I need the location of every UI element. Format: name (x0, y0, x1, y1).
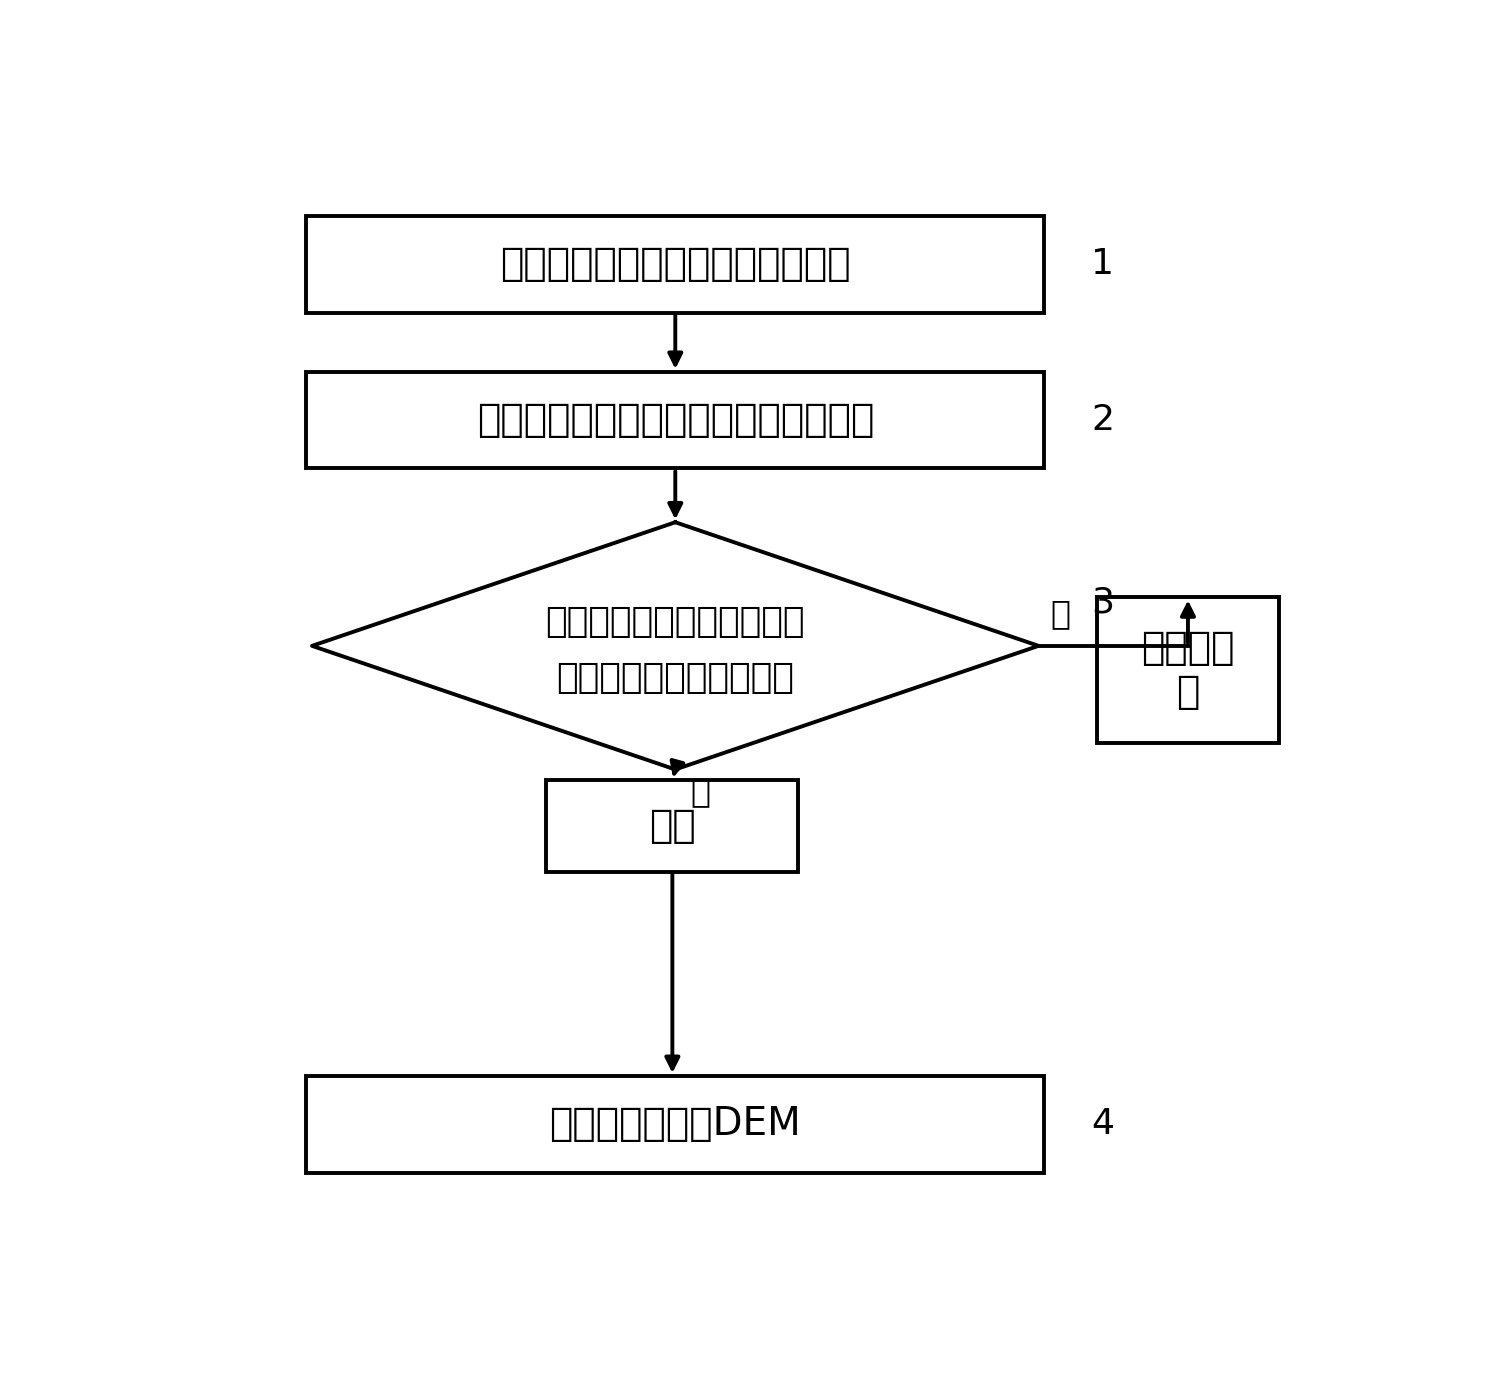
Text: 否: 否 (689, 775, 711, 808)
Text: 删除奇异
点: 删除奇异 点 (1142, 630, 1235, 711)
Text: 3: 3 (1092, 586, 1114, 620)
Text: 进一步判断是否是奇异点: 进一步判断是否是奇异点 (556, 662, 794, 695)
Polygon shape (311, 522, 1039, 769)
Text: 1: 1 (1092, 247, 1114, 281)
Text: 2: 2 (1092, 403, 1114, 437)
Text: 4: 4 (1092, 1107, 1114, 1141)
Text: 保留: 保留 (649, 807, 696, 845)
Bar (305, 1076, 1045, 1173)
Bar (305, 371, 1045, 469)
Bar (546, 780, 798, 871)
Text: 对激光高度计的高程测量数据进行滤波: 对激光高度计的高程测量数据进行滤波 (476, 401, 874, 440)
Text: 利用激光高度计获取高程测量数据: 利用激光高度计获取高程测量数据 (500, 246, 851, 283)
Text: 是: 是 (1051, 596, 1070, 630)
Text: 针对每一个被滤除的高程点: 针对每一个被滤除的高程点 (546, 606, 804, 639)
Bar (1098, 597, 1279, 743)
Text: 插值处理，制作DEM: 插值处理，制作DEM (549, 1106, 801, 1143)
Bar (305, 216, 1045, 313)
